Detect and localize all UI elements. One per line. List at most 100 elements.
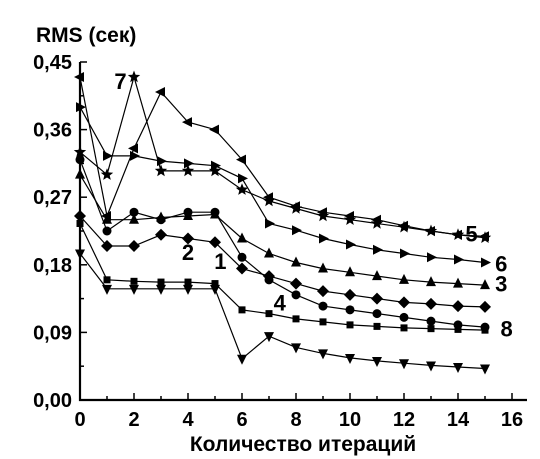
data-point-series-8 (129, 207, 139, 217)
data-point-series-7 (451, 228, 465, 240)
data-point-series-1 (292, 315, 300, 323)
data-point-series-7 (289, 202, 303, 214)
data-point-series-2 (182, 232, 194, 245)
data-point-series-8 (210, 207, 220, 217)
data-point-series-4 (399, 359, 409, 370)
data-point-series-5 (182, 117, 192, 128)
data-point-series-5 (155, 87, 165, 98)
data-point-series-1 (427, 325, 435, 333)
data-point-series-4 (372, 356, 382, 367)
data-point-series-3 (399, 273, 409, 284)
data-point-series-1 (373, 322, 381, 330)
data-point-series-8 (399, 312, 409, 322)
data-point-series-6 (292, 225, 302, 236)
data-point-series-5 (128, 143, 138, 154)
data-point-series-8 (480, 322, 490, 332)
data-point-series-6 (319, 233, 329, 244)
series-6 (76, 102, 491, 268)
data-point-series-1 (103, 276, 111, 284)
x-tick-label: 0 (74, 409, 85, 431)
data-point-series-2 (344, 288, 356, 301)
data-point-series-7 (316, 209, 330, 222)
x-tick-label: 10 (339, 409, 361, 431)
data-point-series-3 (372, 270, 382, 281)
data-point-series-7 (343, 213, 357, 225)
series-label-2: 2 (182, 240, 194, 265)
series-line-2 (79, 215, 486, 308)
y-tick-group: 0,00 0,09 0,18 0,27 0,36 0,45 (33, 52, 87, 412)
data-point-series-5 (236, 154, 246, 165)
data-point-series-2 (479, 300, 491, 313)
data-point-series-3 (291, 256, 301, 267)
data-point-series-4 (264, 332, 274, 343)
data-point-series-5 (209, 124, 219, 135)
data-point-series-4 (426, 361, 436, 372)
data-point-series-4 (480, 364, 490, 375)
data-point-series-8 (183, 207, 193, 217)
series-line-7 (79, 74, 486, 239)
data-point-series-7 (370, 217, 384, 229)
data-point-series-2 (452, 300, 464, 313)
data-point-series-4 (345, 353, 355, 364)
data-point-series-8 (345, 305, 355, 315)
data-point-series-6 (238, 173, 248, 184)
data-point-series-3 (237, 232, 247, 243)
x-tick-label: 12 (393, 409, 415, 431)
data-point-series-3 (129, 213, 139, 224)
data-point-series-1 (319, 318, 327, 326)
x-tick-label: 2 (128, 409, 139, 431)
data-point-series-3 (318, 262, 328, 273)
series-2 (74, 209, 491, 313)
series-label-6: 6 (495, 251, 507, 276)
data-point-series-6 (400, 248, 410, 259)
series-line-8 (79, 159, 486, 328)
data-point-series-1 (157, 278, 165, 286)
data-point-series-3 (453, 277, 463, 288)
data-point-series-2 (290, 277, 302, 290)
y-axis-label: RMS (сек) (36, 24, 136, 47)
data-point-series-2 (128, 240, 140, 253)
y-tick-label: 0,36 (33, 120, 72, 142)
data-point-series-8 (102, 226, 112, 236)
data-point-series-2 (371, 292, 383, 305)
data-point-series-4 (183, 284, 193, 295)
data-point-series-4 (291, 343, 301, 354)
series-label-3: 3 (495, 272, 507, 297)
x-axis-title: Количество итераций (190, 433, 416, 456)
data-point-series-7 (208, 164, 222, 177)
data-point-series-8 (318, 301, 328, 311)
axis-frame (78, 62, 527, 402)
data-point-series-2 (236, 262, 248, 275)
data-point-series-2 (425, 297, 437, 310)
x-tick-label: 6 (236, 409, 247, 431)
series-8 (75, 155, 490, 332)
data-point-series-4 (210, 284, 220, 295)
x-tick-label: 16 (501, 409, 523, 431)
series-label-5: 5 (465, 221, 477, 246)
data-point-series-1 (238, 306, 246, 314)
x-tick-label: 8 (290, 409, 301, 431)
data-point-series-1 (184, 278, 192, 286)
series-line-5 (79, 76, 486, 237)
series-group (73, 70, 492, 375)
data-point-series-6 (211, 160, 221, 171)
data-point-series-1 (346, 321, 354, 329)
series-line-4 (79, 253, 486, 370)
data-point-series-3 (480, 279, 490, 290)
y-tick-label: 0,27 (33, 187, 72, 209)
data-point-series-6 (481, 257, 491, 268)
data-point-series-2 (155, 228, 167, 241)
data-point-series-4 (156, 284, 166, 295)
data-point-series-2 (101, 240, 113, 253)
data-point-series-5 (101, 210, 111, 221)
data-point-series-3 (264, 247, 274, 258)
data-point-series-6 (454, 254, 464, 265)
data-point-series-7 (397, 220, 411, 233)
data-point-series-8 (156, 215, 166, 225)
data-point-series-4 (318, 349, 328, 360)
data-point-series-2 (317, 285, 329, 298)
data-point-series-6 (427, 252, 437, 263)
data-point-series-6 (103, 150, 113, 161)
data-point-series-8 (426, 316, 436, 326)
